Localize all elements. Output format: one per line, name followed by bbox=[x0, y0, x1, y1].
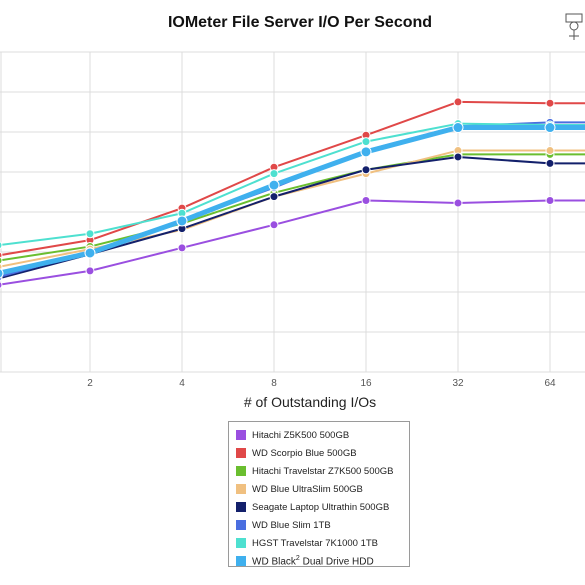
data-point bbox=[545, 98, 555, 108]
legend-label: HGST Travelstar 7K1000 1TB bbox=[252, 537, 379, 549]
series-line bbox=[0, 100, 585, 257]
data-point bbox=[0, 280, 3, 289]
x-tick-label: 64 bbox=[544, 378, 556, 389]
legend-item: WD Blue Slim 1TB bbox=[236, 516, 409, 534]
x-tick-label: 8 bbox=[271, 378, 277, 389]
legend-swatch bbox=[236, 520, 246, 530]
legend-swatch bbox=[236, 538, 246, 548]
legend-label: WD Blue UltraSlim 500GB bbox=[252, 483, 363, 495]
series-0 bbox=[0, 195, 585, 289]
site-logo-icon bbox=[565, 13, 583, 40]
legend-swatch bbox=[236, 556, 246, 566]
legend-item: WD Blue UltraSlim 500GB bbox=[236, 480, 409, 498]
x-tick-labels: 2 4 8 16 32 64 bbox=[87, 378, 556, 389]
series-line bbox=[0, 155, 585, 280]
data-point bbox=[0, 268, 4, 279]
legend-label: Seagate Laptop Ultrathin 500GB bbox=[252, 501, 390, 513]
data-point bbox=[85, 266, 95, 276]
series-line bbox=[0, 122, 585, 247]
legend-item: WD Scorpio Blue 500GB bbox=[236, 444, 409, 462]
legend-label: Hitachi Travelstar Z7K500 500GB bbox=[252, 465, 394, 477]
legend-swatch bbox=[236, 484, 246, 494]
grid-lines bbox=[0, 51, 585, 373]
legend-swatch bbox=[236, 430, 246, 440]
series-1 bbox=[0, 97, 585, 260]
data-point bbox=[361, 137, 371, 147]
data-point bbox=[360, 146, 372, 158]
data-point bbox=[177, 243, 187, 253]
data-point bbox=[361, 165, 371, 175]
series-line bbox=[0, 125, 585, 276]
data-point bbox=[453, 198, 463, 208]
legend-item: WD Black2 Dual Drive HDD bbox=[236, 552, 409, 570]
legend-item: Seagate Laptop Ultrathin 500GB bbox=[236, 498, 409, 516]
data-point bbox=[268, 179, 280, 191]
data-point bbox=[545, 146, 555, 156]
legend-swatch bbox=[236, 466, 246, 476]
x-tick-label: 16 bbox=[360, 378, 372, 389]
data-point bbox=[0, 256, 3, 265]
data-point bbox=[269, 192, 279, 202]
data-point bbox=[176, 215, 188, 227]
x-tick-label: 4 bbox=[179, 378, 185, 389]
data-point bbox=[545, 195, 555, 205]
legend-item: Hitachi Travelstar Z7K500 500GB bbox=[236, 462, 409, 480]
series-7 bbox=[0, 122, 585, 279]
legend-label: WD Blue Slim 1TB bbox=[252, 519, 331, 531]
legend-label: Hitachi Z5K500 500GB bbox=[252, 429, 350, 441]
data-point bbox=[452, 122, 464, 134]
series-6 bbox=[0, 119, 585, 250]
data-point bbox=[84, 247, 96, 259]
data-point bbox=[544, 122, 556, 134]
x-tick-label: 2 bbox=[87, 378, 93, 389]
data-point bbox=[85, 229, 95, 239]
data-point bbox=[453, 152, 463, 162]
data-point bbox=[0, 241, 3, 250]
chart-title: IOMeter File Server I/O Per Second bbox=[167, 14, 433, 31]
data-point bbox=[269, 220, 279, 230]
legend-item: HGST Travelstar 7K1000 1TB bbox=[236, 534, 409, 552]
series-line bbox=[0, 153, 585, 262]
legend-label: WD Black2 Dual Drive HDD bbox=[252, 554, 374, 568]
series-line bbox=[0, 199, 585, 286]
data-point bbox=[545, 158, 555, 168]
legend-swatch bbox=[236, 448, 246, 458]
data-point bbox=[453, 97, 463, 107]
data-point bbox=[269, 169, 279, 179]
data-point bbox=[361, 195, 371, 205]
legend-swatch bbox=[236, 502, 246, 512]
x-tick-label: 32 bbox=[452, 378, 464, 389]
legend: Hitachi Z5K500 500GB WD Scorpio Blue 500G… bbox=[228, 421, 410, 567]
x-axis-label: # of Outstanding I/Os bbox=[243, 394, 377, 410]
series-lines bbox=[0, 97, 585, 289]
legend-item: Hitachi Z5K500 500GB bbox=[236, 426, 409, 444]
legend-label: WD Scorpio Blue 500GB bbox=[252, 447, 357, 459]
